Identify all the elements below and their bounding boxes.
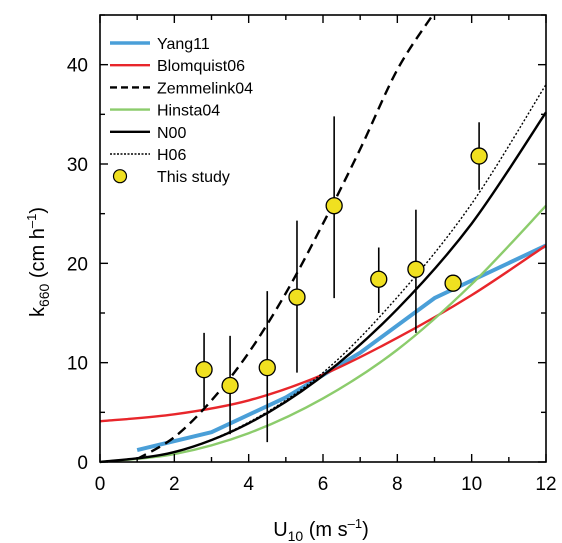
series-line-zemmelink04 (136, 14, 434, 461)
points-layer (195, 116, 488, 443)
series-line-hinsta04 (99, 204, 547, 464)
data-point (288, 288, 306, 306)
x-tick-label: 12 (535, 474, 556, 495)
legend-item-this-study: This study (112, 169, 230, 186)
y-tick-label: 40 (67, 56, 88, 77)
x-axis-title: U10 (m s–1) (273, 516, 369, 543)
legend-swatch (112, 169, 128, 184)
x-tick-label: 2 (169, 474, 180, 495)
legend-label: N00 (157, 125, 186, 142)
data-point (407, 260, 425, 278)
legend-item-hinsta04: Hinsta04 (110, 103, 220, 120)
legend-label: Yang11 (157, 36, 210, 53)
legend-item-zemmelink04: Zemmelink04 (110, 80, 253, 97)
data-point (470, 147, 488, 165)
y-tick-label: 10 (67, 354, 88, 375)
legend-item-h06: H06 (110, 147, 186, 164)
legend-item-blomquist06: Blomquist06 (110, 58, 245, 75)
series-line-blomquist06 (99, 244, 547, 423)
x-tick-label: 4 (243, 474, 254, 495)
data-point (444, 274, 462, 292)
x-tick-label: 0 (95, 474, 106, 495)
x-tick-label: 8 (392, 474, 403, 495)
legend-label: H06 (157, 147, 186, 164)
y-tick-label: 0 (77, 453, 88, 474)
series-line-yang11 (136, 243, 547, 453)
x-tick-label: 6 (318, 474, 329, 495)
legend-label: This study (157, 169, 230, 186)
data-point (370, 270, 388, 288)
axis-ticks: 0 2 4 6 8 10 12 0 10 20 30 40 (67, 14, 557, 495)
y-tick-label: 30 (67, 155, 88, 176)
legend-label: Zemmelink04 (157, 80, 253, 97)
legend-item-n00: N00 (110, 125, 186, 142)
y-tick-label: 20 (67, 254, 88, 275)
data-point (221, 376, 239, 395)
y-axis-title: k660 (cm h–1) (24, 207, 52, 317)
data-point (325, 197, 343, 215)
x-tick-label: 10 (461, 474, 482, 495)
legend: Yang11 Blomquist06 Zemmelink04 Hinsta04 N00 H… (110, 36, 253, 186)
data-point (195, 360, 213, 379)
legend-label: Hinsta04 (157, 103, 220, 120)
legend-item-yang11: Yang11 (110, 36, 210, 53)
legend-label: Blomquist06 (157, 58, 245, 75)
data-point (258, 358, 276, 377)
